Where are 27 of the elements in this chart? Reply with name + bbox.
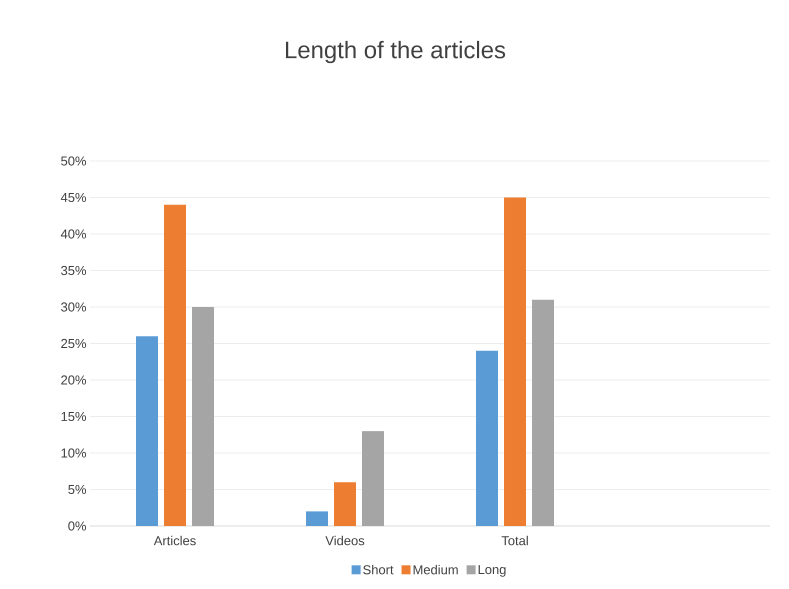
legend-label: Short [363, 564, 394, 574]
bar [504, 198, 526, 526]
bar [476, 350, 498, 526]
bar [136, 336, 158, 526]
y-tick-label: 30% [61, 302, 86, 312]
chart-title: Length of the articles [286, 40, 506, 64]
bar [306, 511, 328, 526]
y-tick-label: 40% [60, 229, 86, 239]
y-tick-label: 10% [62, 448, 86, 458]
bar [164, 204, 186, 526]
y-tick-label: 0% [68, 521, 86, 531]
x-tick-label: Total [502, 536, 528, 546]
x-tick-label: Videos [325, 536, 364, 546]
x-tick-label: Articles [154, 536, 196, 546]
legend-label: Long [478, 565, 506, 577]
bar [334, 482, 356, 526]
bar [192, 307, 214, 526]
bar [362, 431, 384, 526]
y-tick-label: 25% [61, 338, 86, 348]
y-tick-label: 15% [62, 412, 86, 422]
y-tick-label: 5% [68, 484, 86, 494]
y-tick-label: 50% [61, 156, 86, 166]
y-tick-label: 20% [61, 375, 86, 385]
legend-label: Medium [414, 564, 458, 574]
y-tick-label: 35% [61, 266, 86, 276]
y-tick-label: 45% [60, 192, 86, 202]
bar [532, 300, 554, 526]
